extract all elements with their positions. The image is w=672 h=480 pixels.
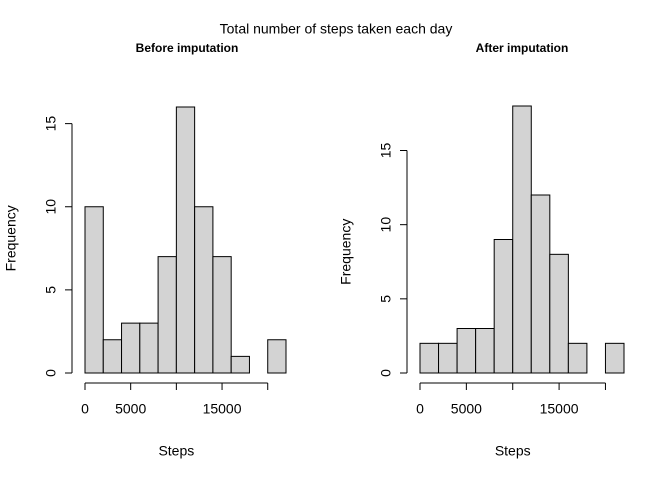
x-tick-label: 0 xyxy=(416,401,424,417)
x-axis-label: Steps xyxy=(495,443,531,459)
bar xyxy=(267,339,287,374)
bar xyxy=(456,328,477,374)
x-tick-label: 5000 xyxy=(451,401,482,417)
bar xyxy=(438,342,458,374)
bar xyxy=(549,253,569,374)
x-tick-label: 5000 xyxy=(115,401,146,417)
bar xyxy=(512,105,532,374)
y-tick-label: 10 xyxy=(378,217,394,233)
bar xyxy=(475,328,495,374)
bar xyxy=(121,322,141,374)
y-axis-label: Frequency xyxy=(3,205,19,271)
subplot-title: After imputation xyxy=(476,41,569,55)
bar xyxy=(102,339,123,374)
y-tick-label: 10 xyxy=(43,199,59,215)
bar xyxy=(175,106,196,374)
bar xyxy=(530,194,551,374)
figure-title: Total number of steps taken each day xyxy=(220,21,453,37)
y-tick-label: 15 xyxy=(43,116,59,132)
bar xyxy=(567,342,588,374)
subplot-title: Before imputation xyxy=(136,41,239,55)
bar xyxy=(194,206,214,374)
bar xyxy=(212,256,232,374)
bar xyxy=(604,342,625,374)
x-tick-label: 0 xyxy=(81,401,89,417)
x-axis-label: Steps xyxy=(158,443,194,459)
bar xyxy=(139,322,159,374)
bar xyxy=(230,355,250,374)
bar xyxy=(493,239,514,374)
x-tick-label: 15000 xyxy=(203,401,242,417)
y-tick-label: 0 xyxy=(43,369,59,377)
y-tick-label: 5 xyxy=(43,286,59,294)
bar xyxy=(157,256,177,374)
y-axis-label: Frequency xyxy=(338,219,354,285)
y-tick-label: 15 xyxy=(378,143,394,159)
bar xyxy=(419,342,440,374)
bar xyxy=(84,206,104,374)
y-tick-label: 5 xyxy=(378,295,394,303)
x-tick-label: 15000 xyxy=(540,401,579,417)
y-tick-label: 0 xyxy=(378,369,394,377)
